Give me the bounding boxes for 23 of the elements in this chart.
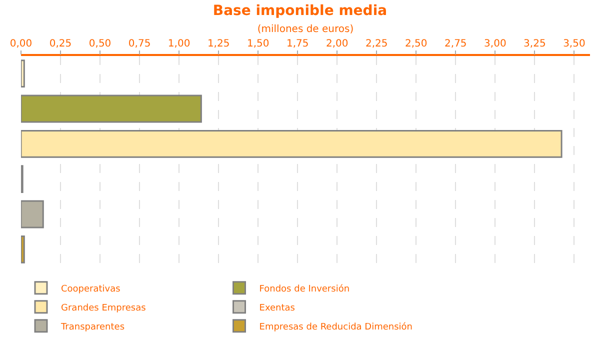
x-tick-label: 2,25	[365, 38, 388, 50]
legend-label: Grandes Empresas	[61, 303, 146, 314]
legend-label: Cooperativas	[61, 284, 121, 294]
chart-title: Base imponible media	[212, 3, 388, 20]
x-tick-label: 0,75	[128, 38, 151, 50]
legend-label: Exentas	[259, 303, 296, 314]
legend-label: Transparentes	[60, 322, 125, 332]
x-tick-label: 1,50	[246, 38, 270, 50]
x-tick-label: 1,00	[168, 38, 190, 50]
legend-label: Empresas de Reducida Dimensión	[259, 321, 413, 332]
x-tick-label: 2,50	[405, 38, 428, 50]
x-tick-label: 2,00	[326, 38, 348, 50]
x-tick-label: 0,50	[88, 38, 112, 50]
legend-label: Fondos de Inversión	[259, 283, 350, 294]
x-tick-label: 3,50	[563, 38, 586, 50]
x-tick-label: 1,75	[286, 38, 309, 50]
x-axis-title: (millones de euros)	[257, 24, 354, 35]
x-tick-label: 3,00	[484, 38, 506, 50]
x-tick-label: 3,25	[524, 38, 546, 50]
x-tick-label: 2,75	[444, 38, 467, 50]
x-tick-label: 0,00	[10, 38, 32, 50]
x-tick-label: 1,25	[207, 38, 230, 50]
x-tick-label: 0,25	[49, 38, 72, 50]
